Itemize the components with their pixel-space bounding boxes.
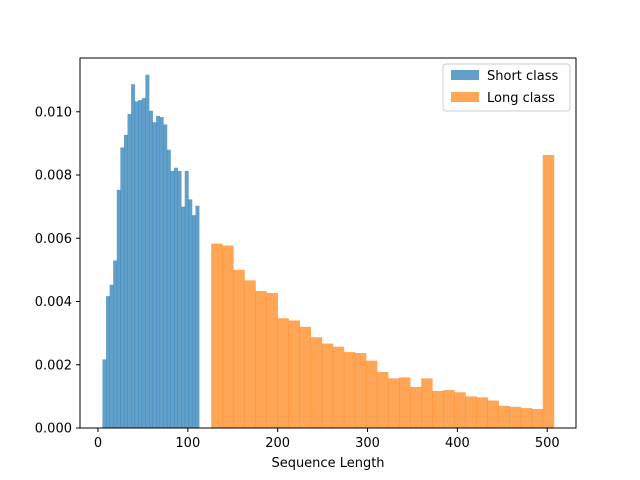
bar-short-class-10	[138, 100, 143, 428]
bar-short-class-20	[173, 167, 178, 429]
bar-long-class-20	[432, 391, 444, 428]
legend-label-short-class: Short class	[487, 69, 559, 84]
bar-short-class-0	[102, 359, 107, 428]
bar-short-class-9	[134, 101, 139, 428]
bar-long-class-25	[487, 400, 499, 428]
legend-swatch-long-class	[451, 92, 479, 102]
bar-long-class-19	[421, 378, 433, 428]
bar-short-class-12	[145, 74, 150, 428]
bar-long-class-12	[343, 352, 356, 428]
bar-long-class-2	[233, 269, 245, 428]
bar-short-class-26	[195, 205, 200, 428]
x-axis: 0 100 200 300 400 500	[94, 428, 560, 451]
y-axis: 0.000 0.002 0.004 0.006 0.008 0.010	[35, 105, 80, 437]
bar-short-class-8	[131, 84, 136, 428]
y-tick-label-1: 0.002	[35, 358, 72, 373]
y-tick-label-2: 0.004	[35, 295, 72, 310]
x-tick-label-300: 300	[355, 436, 380, 451]
bar-long-class-28	[520, 408, 533, 428]
bar-long-class-6	[277, 318, 289, 428]
bar-short-class-18	[166, 149, 171, 428]
bar-short-class-2	[109, 284, 114, 428]
bar-short-class-24	[188, 199, 193, 428]
bar-long-class-11	[332, 346, 345, 428]
bar-long-class-26	[498, 405, 510, 428]
bar-long-class-16	[388, 378, 400, 428]
bar-long-class-9	[310, 337, 323, 428]
legend-swatch-short-class	[451, 70, 479, 80]
bar-long-class-23	[465, 396, 477, 428]
bar-short-class-19	[170, 170, 175, 428]
bar-long-class-8	[299, 326, 312, 428]
bar-short-class-11	[141, 98, 146, 428]
bar-long-class-7	[288, 320, 300, 428]
bar-long-class-18	[410, 386, 422, 428]
bar-long-class-10	[321, 343, 334, 428]
x-axis-label: Sequence Length	[271, 456, 384, 471]
y-tick-label-3: 0.006	[35, 232, 72, 247]
y-tick-label-0: 0.000	[35, 422, 72, 437]
x-tick-label-400: 400	[445, 436, 470, 451]
legend: Short class Long class	[442, 63, 571, 112]
bar-short-class-13	[148, 110, 153, 428]
x-tick-label-100: 100	[175, 436, 200, 451]
bar-short-class-1	[106, 296, 111, 428]
bar-short-class-5	[120, 147, 125, 428]
bar-long-class-15	[376, 372, 389, 428]
bar-short-class-7	[127, 113, 132, 428]
bar-long-class-5	[266, 292, 278, 428]
bar-short-class-3	[113, 260, 118, 428]
bar-long-class-4	[255, 291, 267, 428]
plot-frame	[79, 57, 577, 429]
bar-long-class-13	[354, 353, 367, 428]
bar-short-class-21	[177, 170, 182, 428]
bar-short-class-15	[156, 115, 161, 429]
bar-short-class-17	[163, 124, 168, 428]
bar-long-class-0	[211, 243, 223, 428]
bar-long-class-3	[244, 280, 256, 428]
bar-short-class-16	[159, 117, 164, 428]
bar-long-class-22	[454, 392, 466, 428]
y-tick-label-4: 0.008	[35, 169, 72, 184]
bar-short-class-23	[184, 170, 189, 428]
bar-short-class-6	[123, 134, 128, 428]
bar-short-class-4	[116, 189, 121, 428]
bar-long-class-29	[531, 409, 544, 428]
x-tick-label-500: 500	[535, 436, 560, 451]
bar-long-class-27	[509, 406, 522, 428]
y-tick-label-5: 0.010	[35, 105, 72, 120]
bar-long-class-24	[476, 397, 488, 428]
bar-short-class-25	[191, 215, 196, 428]
x-tick-label-200: 200	[265, 436, 290, 451]
bar-long-class-1	[222, 245, 234, 428]
bar-long-class-14	[365, 360, 378, 428]
bar-long-class-21	[443, 390, 455, 428]
bar-short-class-14	[152, 122, 157, 428]
bar-long-class-30	[542, 155, 555, 428]
legend-label-long-class: Long class	[487, 91, 555, 106]
bar-long-class-17	[399, 377, 411, 428]
bars-layer	[102, 74, 555, 429]
x-tick-label-0: 0	[94, 436, 102, 451]
bar-short-class-22	[181, 206, 186, 428]
